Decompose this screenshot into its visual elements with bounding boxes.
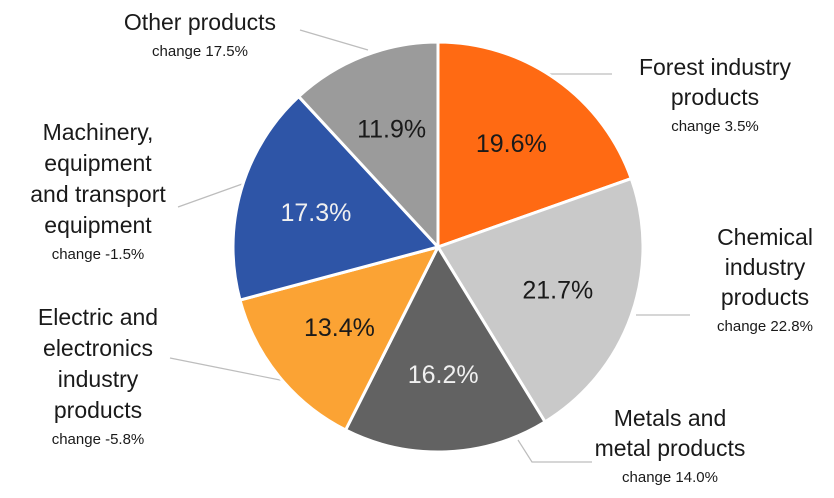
data-label-metals-and-metal-products: 16.2% — [408, 361, 479, 389]
category-label-line: metal products — [595, 435, 746, 461]
category-label-line: industry — [725, 254, 806, 280]
data-label-electric-and-electronics-industry-products: 13.4% — [304, 314, 375, 342]
category-label-machinery-equipment-and-transport-equipment: Machinery, equipment and transport equipmen… — [30, 119, 166, 263]
change-label-metals-and-metal-products: change 14.0% — [622, 469, 718, 486]
category-label-forest-industry-products: Forest industry products change 3.5% — [639, 54, 792, 135]
category-label-line: Machinery, — [43, 119, 154, 145]
category-label-line: products — [721, 284, 809, 310]
category-label-line: equipment — [44, 212, 152, 238]
category-label-chemical-industry-products: Chemical industry products change 22.8% — [717, 224, 813, 335]
pie-slice-electric-and-electronics-industry-products — [238, 245, 440, 432]
change-label-chemical-industry-products: change 22.8% — [717, 318, 813, 335]
leader-line-other-products — [299, 29, 369, 51]
leader-line-electric-and-electronics-industry-products — [169, 357, 286, 382]
data-label-forest-industry-products: 19.6% — [476, 130, 547, 158]
category-label-metals-and-metal-products: Metals and metal products change 14.0% — [595, 405, 746, 486]
category-label-line: Electric and — [38, 304, 158, 330]
pie-slice-metals-and-metal-products — [344, 245, 547, 454]
change-label-electric-and-electronics-industry-products: change -5.8% — [52, 431, 145, 448]
change-label-machinery-equipment-and-transport-equipment: change -1.5% — [52, 246, 145, 263]
category-label-line: electronics — [43, 335, 153, 361]
category-label-line: industry — [58, 366, 139, 392]
category-label-line: products — [671, 84, 759, 110]
category-label-line: Metals and — [614, 405, 727, 431]
category-label-line: Other products — [124, 9, 276, 35]
change-label-other-products: change 17.5% — [152, 43, 248, 60]
pie-slice-chemical-industry-products — [436, 177, 645, 424]
category-label-line: Chemical — [717, 224, 813, 250]
leader-line-metals-and-metal-products — [517, 439, 592, 463]
category-label-electric-and-electronics-industry-products: Electric and electronics industry products c… — [38, 304, 158, 448]
category-label-other-products: Other products change 17.5% — [124, 9, 276, 60]
pie-slice-other-products — [297, 40, 440, 249]
data-label-other-products: 11.9% — [357, 116, 426, 144]
change-label-forest-industry-products: change 3.5% — [671, 118, 759, 135]
data-label-chemical-industry-products: 21.7% — [522, 276, 593, 304]
leader-line-machinery-equipment-and-transport-equipment — [177, 182, 246, 208]
category-label-line: and transport — [30, 181, 166, 207]
data-label-machinery-equipment-and-transport-equipment: 17.3% — [280, 199, 351, 227]
pie-slice-machinery-equipment-and-transport-equipment — [231, 95, 440, 302]
category-label-line: products — [54, 397, 142, 423]
category-label-line: equipment — [44, 150, 152, 176]
category-label-line: Forest industry — [639, 54, 792, 80]
pie-slice-forest-industry-products — [436, 40, 633, 249]
